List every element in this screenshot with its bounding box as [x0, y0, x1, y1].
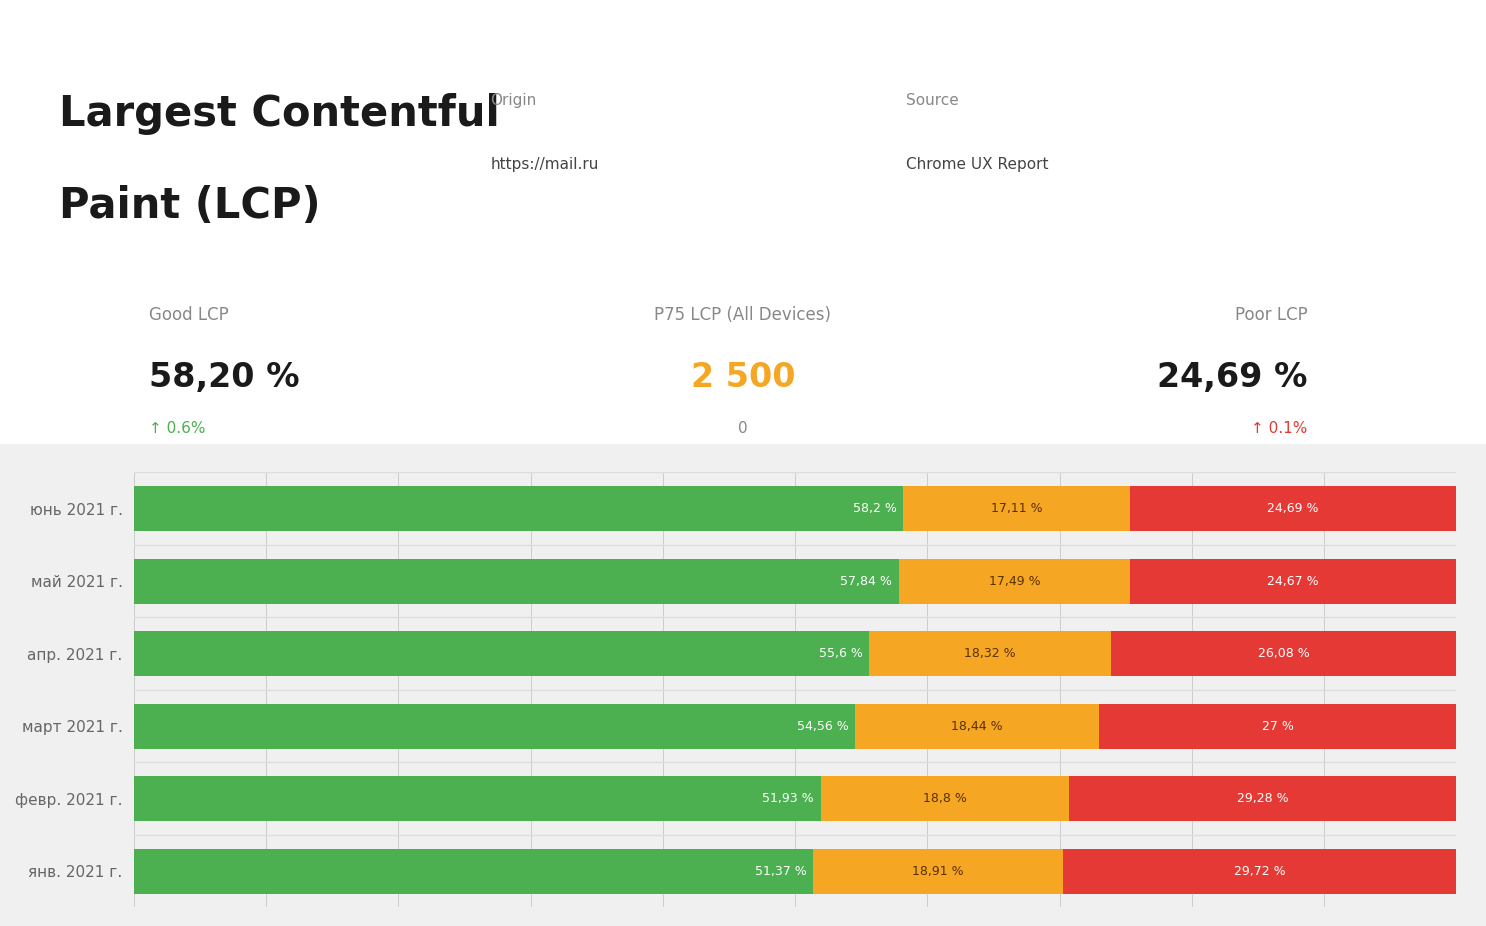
Text: 26,08 %: 26,08 % — [1259, 647, 1309, 660]
Bar — [1112, 632, 1456, 676]
Text: ↑ 0.6%: ↑ 0.6% — [149, 421, 205, 436]
Bar — [869, 632, 1112, 676]
Bar — [1129, 486, 1456, 531]
Text: 29,28 %: 29,28 % — [1236, 792, 1288, 806]
Text: https://mail.ru: https://mail.ru — [490, 157, 599, 172]
Text: P75 LCP (All Devices): P75 LCP (All Devices) — [654, 306, 832, 323]
Bar — [134, 776, 820, 821]
Bar — [134, 632, 869, 676]
Text: 18,44 %: 18,44 % — [951, 720, 1003, 732]
Text: Largest Contentful: Largest Contentful — [59, 93, 501, 134]
Text: 24,69 %: 24,69 % — [1158, 361, 1308, 394]
Bar — [1129, 558, 1456, 604]
Text: 24,67 %: 24,67 % — [1268, 574, 1320, 588]
Bar — [813, 849, 1062, 894]
Text: 24,69 %: 24,69 % — [1268, 502, 1318, 515]
Text: 58,2 %: 58,2 % — [853, 502, 898, 515]
Text: 51,93 %: 51,93 % — [762, 792, 814, 806]
Text: 29,72 %: 29,72 % — [1233, 865, 1285, 878]
Text: 17,11 %: 17,11 % — [991, 502, 1042, 515]
Bar — [1068, 776, 1456, 821]
Text: Paint (LCP): Paint (LCP) — [59, 185, 321, 227]
Text: Poor LCP: Poor LCP — [1235, 306, 1308, 323]
Text: 18,32 %: 18,32 % — [964, 647, 1016, 660]
Text: 27 %: 27 % — [1262, 720, 1294, 732]
Bar — [134, 704, 856, 748]
Bar — [903, 486, 1129, 531]
Text: 18,8 %: 18,8 % — [923, 792, 967, 806]
Bar — [820, 776, 1068, 821]
Text: 18,91 %: 18,91 % — [912, 865, 964, 878]
Text: 57,84 %: 57,84 % — [840, 574, 892, 588]
Bar — [134, 486, 903, 531]
Text: 55,6 %: 55,6 % — [819, 647, 862, 660]
Text: Chrome UX Report: Chrome UX Report — [906, 157, 1049, 172]
Text: ↑ 0.1%: ↑ 0.1% — [1251, 421, 1308, 436]
Text: 51,37 %: 51,37 % — [755, 865, 807, 878]
Bar — [856, 704, 1100, 748]
Bar — [134, 849, 813, 894]
Bar — [899, 558, 1129, 604]
Text: 54,56 %: 54,56 % — [796, 720, 849, 732]
Text: 2 500: 2 500 — [691, 361, 795, 394]
Bar — [134, 558, 899, 604]
Bar — [1062, 849, 1456, 894]
Text: Origin: Origin — [490, 93, 536, 107]
Text: Source: Source — [906, 93, 958, 107]
Bar — [1100, 704, 1456, 748]
Text: Good LCP: Good LCP — [149, 306, 229, 323]
Text: 0: 0 — [739, 421, 747, 436]
Text: 17,49 %: 17,49 % — [988, 574, 1040, 588]
Text: 58,20 %: 58,20 % — [149, 361, 299, 394]
